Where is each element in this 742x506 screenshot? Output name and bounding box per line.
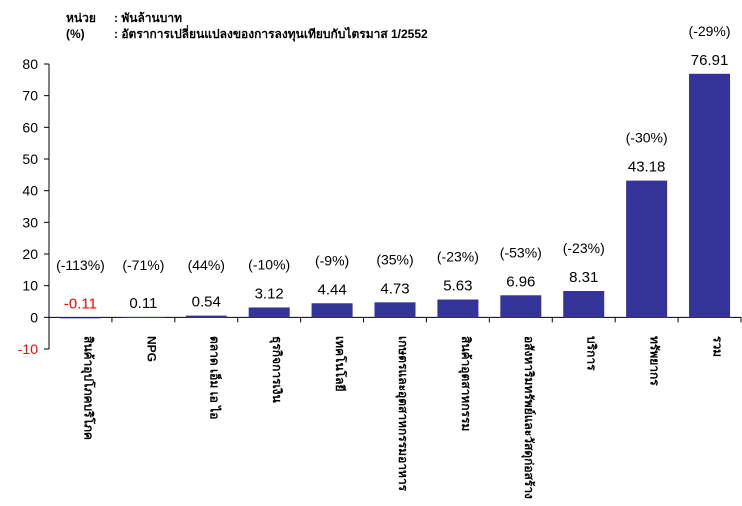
bar: [437, 299, 479, 318]
x-tick-label: ธุรกิจการเงิน: [269, 336, 284, 403]
y-tick-label: 20: [22, 246, 38, 262]
percent-note-key: (%): [66, 27, 85, 41]
bar: [248, 307, 290, 318]
y-tick-label: 40: [22, 183, 38, 199]
change-label: (-53%): [500, 244, 542, 260]
x-tick-label: เทคโนโลยี: [333, 336, 348, 392]
bar: [563, 291, 605, 318]
change-label: (-113%): [56, 257, 105, 273]
data-label: 43.18: [628, 159, 666, 176]
data-label: 76.91: [691, 52, 729, 69]
x-tick-label: เกษตรและอุตสาหกรรมอาหาร: [395, 336, 410, 492]
data-label: 8.31: [569, 269, 598, 286]
y-tick-label: 50: [22, 151, 38, 167]
x-tick-label: บริการ: [585, 336, 599, 371]
percent-note-text: : อัตราการเปลี่ยนแปลงของการลงทุนเทียบกับ…: [114, 27, 428, 41]
x-tick-label: NPG: [144, 336, 158, 362]
change-label: (-10%): [248, 256, 290, 272]
unit-note-text: : พันล้านบาท: [114, 11, 183, 25]
x-tick-label: อสังหาริมทรัพย์และวัสดุก่อสร้าง: [521, 336, 536, 499]
change-label: (-30%): [626, 130, 668, 146]
y-tick-label: 70: [22, 88, 38, 104]
x-tick-label: รวม: [711, 336, 725, 357]
change-label: (44%): [188, 257, 225, 273]
x-tick-label: สินค้าอุตสาหกรรม: [458, 336, 473, 431]
bar: [500, 295, 542, 318]
x-tick-label: สินค้าอุปโภคบริโภค: [80, 336, 96, 440]
data-label: 0.54: [192, 294, 221, 311]
y-tick-label: 60: [22, 119, 38, 135]
data-label: 3.12: [255, 285, 284, 302]
unit-note-key: หน่วย: [66, 11, 96, 25]
change-label: (-23%): [563, 240, 605, 256]
change-label: (-71%): [122, 257, 164, 273]
bar: [689, 73, 731, 318]
change-label: (35%): [376, 251, 413, 267]
data-label: 5.63: [443, 278, 472, 295]
change-label: (-29%): [689, 23, 731, 39]
y-tick-label: 30: [22, 214, 38, 230]
unit-note: หน่วย : พันล้านบาท: [66, 9, 182, 28]
data-label: 4.73: [380, 280, 409, 297]
data-label: 0.11: [129, 295, 157, 312]
bar: [626, 180, 668, 318]
bar: [122, 316, 164, 318]
bar: [311, 303, 353, 318]
data-label: 6.96: [506, 273, 535, 290]
change-label: (-9%): [315, 252, 349, 268]
y-tick-label: 80: [22, 56, 38, 72]
bar: [374, 302, 416, 318]
x-tick-label: ทรัพยากร: [648, 336, 662, 386]
y-tick-label: -10: [18, 341, 38, 357]
percent-note: (%) : อัตราการเปลี่ยนแปลงของการลงทุนเทียบ…: [66, 25, 428, 44]
x-tick-label: ตลาด เอ็ม เอ ไอ: [207, 336, 222, 419]
bar: [185, 315, 227, 318]
bar: [59, 317, 101, 319]
data-label: 4.44: [317, 281, 346, 298]
y-tick-label: 0: [30, 309, 38, 325]
change-label: (-23%): [437, 249, 479, 265]
y-tick-label: 10: [22, 278, 38, 294]
data-label: -0.11: [64, 295, 97, 312]
